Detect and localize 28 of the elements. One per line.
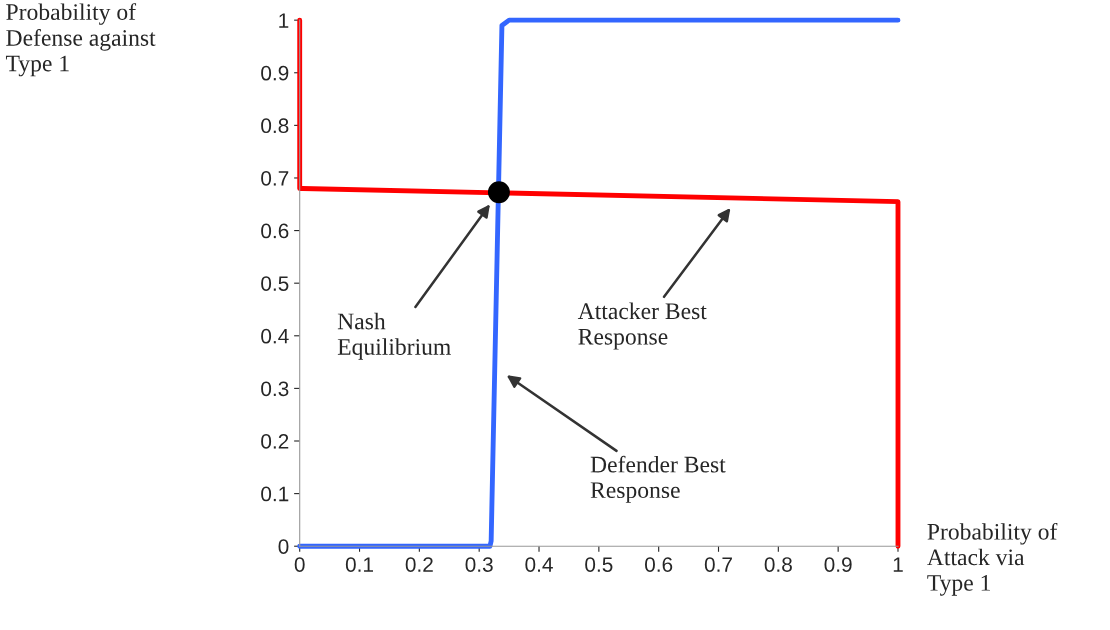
y-tick-label: 0.9 bbox=[261, 65, 289, 81]
y-tick-label: 0.2 bbox=[261, 434, 289, 449]
x-tick-label: 0.9 bbox=[824, 557, 852, 572]
x-tick-label: 0 bbox=[294, 557, 305, 572]
y-tick-label: 1 bbox=[279, 13, 289, 28]
line-series bbox=[297, 17, 901, 549]
x-tick-label: 0.3 bbox=[465, 557, 493, 572]
annotation: Attacker Best Response bbox=[577, 302, 707, 350]
y-tick-label: 0.5 bbox=[261, 276, 289, 291]
x-tick-label: 0.5 bbox=[585, 557, 613, 572]
y-tick-label: 0.4 bbox=[261, 328, 289, 344]
x-tick-label: 0.4 bbox=[525, 557, 553, 572]
y-tick-label: 0.7 bbox=[261, 170, 289, 186]
y-tick-label: 0.3 bbox=[261, 381, 289, 397]
x-tick-label: 0.6 bbox=[645, 557, 673, 572]
x-axis-title: Probability of Attack via Type 1 bbox=[927, 522, 1058, 596]
x-tick-label: 1 bbox=[893, 557, 903, 572]
y-tick-label: 0.6 bbox=[261, 223, 289, 239]
x-tick-label: 0.8 bbox=[764, 557, 792, 572]
x-tick-label: 0.1 bbox=[345, 557, 373, 572]
annotation: Defender Best Response bbox=[590, 455, 726, 503]
y-tick-label: 0.8 bbox=[261, 118, 289, 134]
annotation: Nash Equilibrium bbox=[337, 312, 451, 360]
x-tick-label: 0.2 bbox=[405, 557, 433, 572]
x-tick-label: 0.7 bbox=[704, 557, 732, 572]
y-tick-label: 0 bbox=[278, 539, 289, 554]
y-tick-label: 0.1 bbox=[261, 486, 289, 502]
y-axis-title: Probability of Defense against Type 1 bbox=[5, 3, 156, 77]
